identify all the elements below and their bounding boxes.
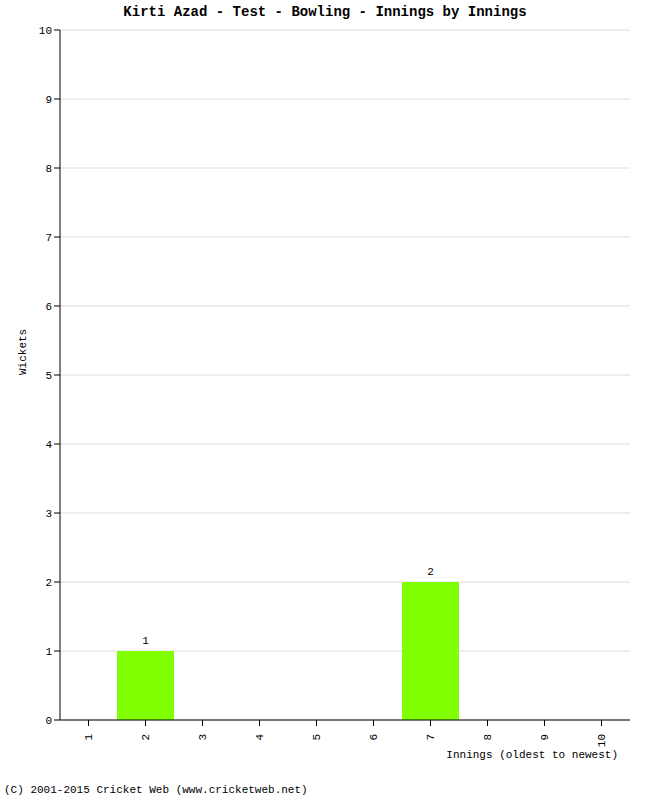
svg-text:10: 10 [39,25,52,37]
svg-text:1: 1 [83,734,95,741]
svg-text:3: 3 [197,734,209,741]
svg-text:5: 5 [311,734,323,741]
svg-text:9: 9 [539,734,551,741]
svg-text:Innings (oldest to newest): Innings (oldest to newest) [446,749,618,761]
svg-text:6: 6 [45,301,52,313]
svg-text:3: 3 [45,508,52,520]
svg-text:5: 5 [45,370,52,382]
svg-text:2: 2 [45,577,52,589]
svg-text:10: 10 [596,734,608,747]
svg-text:7: 7 [45,232,52,244]
svg-text:2: 2 [140,734,152,741]
svg-text:4: 4 [45,439,52,451]
svg-text:4: 4 [254,734,266,741]
svg-text:Wickets: Wickets [17,329,29,375]
svg-text:1: 1 [45,646,52,658]
svg-text:8: 8 [482,734,494,741]
svg-text:9: 9 [45,94,52,106]
html-text:(C) 2001-2015 Cricket Web (www: (C) 2001-2015 Cricket Web (www.cricketwe… [4,784,308,796]
svg-text:0: 0 [45,715,52,727]
svg-text:6: 6 [368,734,380,741]
svg-text:7: 7 [425,734,437,741]
svg-text:2: 2 [427,566,434,578]
svg-text:8: 8 [45,163,52,175]
svg-text:1: 1 [142,635,149,647]
html-text:Kirti Azad - Test - Bowling -: Kirti Azad - Test - Bowling - Innings by… [123,4,527,20]
